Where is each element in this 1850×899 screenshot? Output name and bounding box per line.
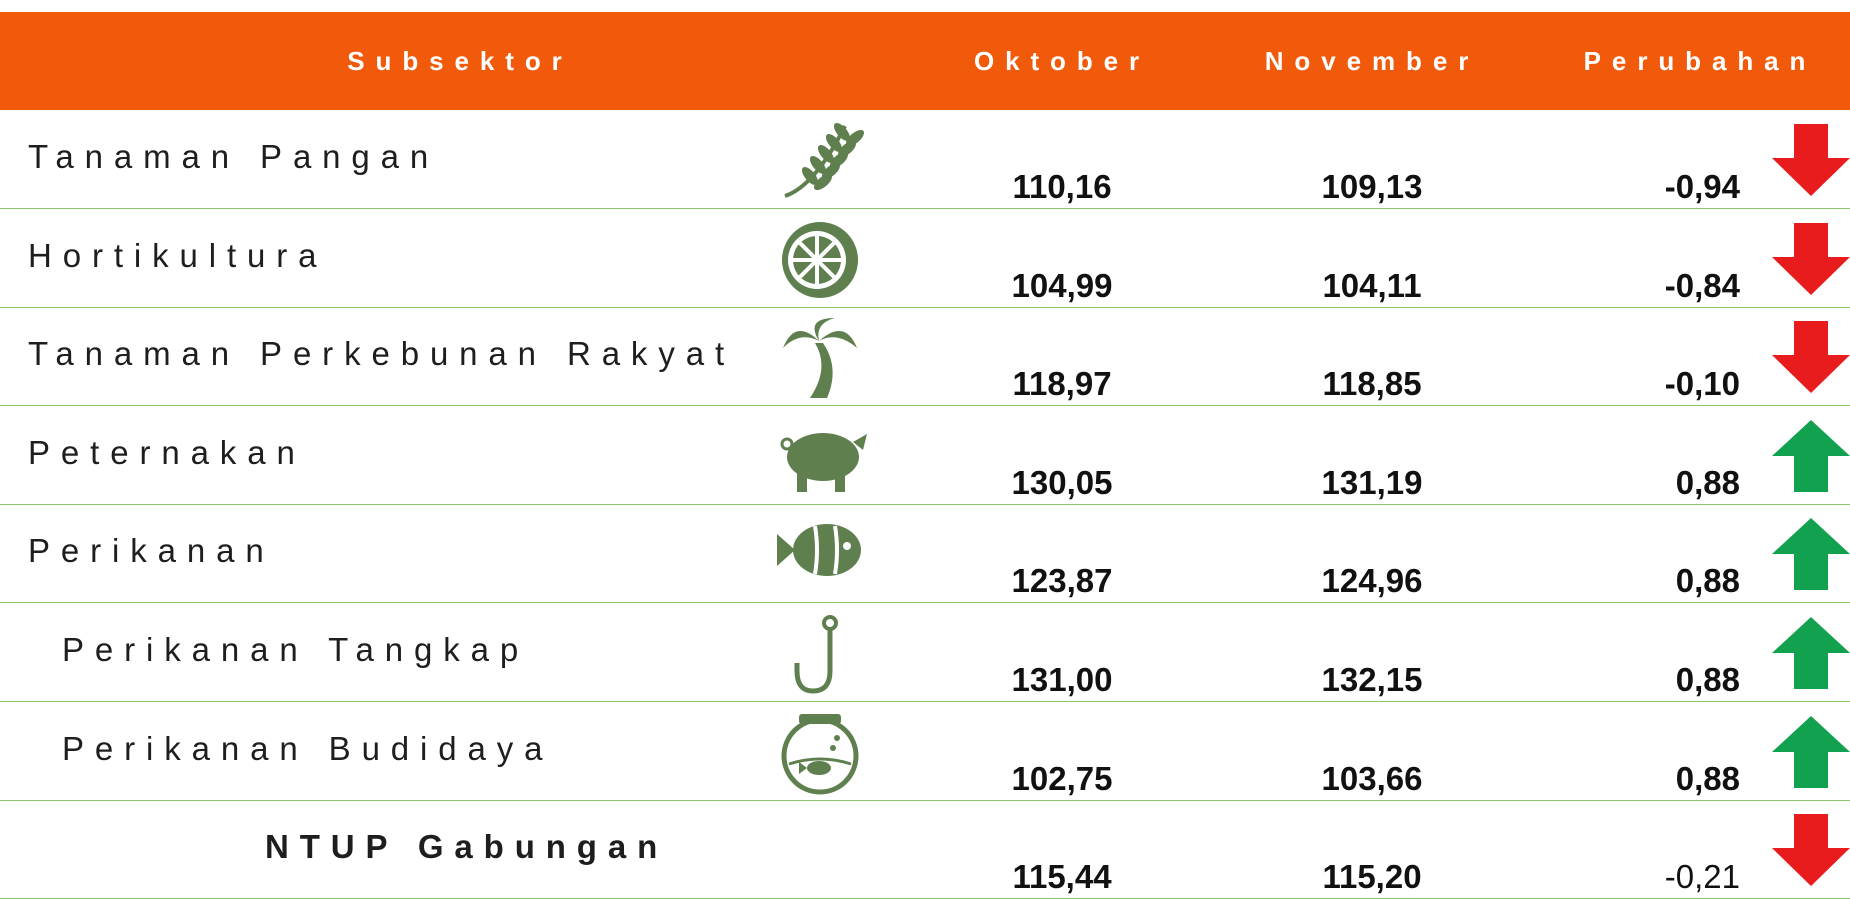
- arrow-down: [1772, 222, 1850, 300]
- subsector-name: Tanaman Perkebunan Rakyat: [28, 335, 736, 373]
- november-value: 132,15: [1321, 661, 1423, 698]
- oktober-value: 123,87: [1011, 562, 1113, 600]
- header-cell: Subsektor: [347, 46, 573, 76]
- change-value: 0,88: [1675, 463, 1740, 501]
- subsector-name: Perikanan: [28, 532, 275, 570]
- arrow-up: [1772, 419, 1850, 497]
- change-value: 0,88: [1675, 562, 1740, 600]
- change-value: 0,88: [1675, 759, 1740, 797]
- subsector-icon: [775, 609, 867, 704]
- table-row: NTUP Gabungan 115,44 115,20 -0,21: [0, 800, 1850, 899]
- table-row: Perikanan Tangkap 131,00 132,15 0,88: [0, 603, 1850, 702]
- subsector-icon: [775, 313, 867, 408]
- table-row: Tanaman Perkebunan Rakyat 118,97 118,85 -0,…: [0, 307, 1850, 408]
- subsector-name: Perikanan Tangkap: [62, 631, 530, 668]
- arrow-down: [1772, 814, 1850, 891]
- november-value: 131,19: [1321, 463, 1423, 501]
- header-cell: Oktober: [973, 46, 1151, 76]
- subsector-icon: [775, 510, 867, 605]
- oktober-value: 131,00: [1011, 661, 1113, 698]
- subsector-name: Perikanan Budidaya: [62, 729, 554, 767]
- header-cell: Perubahan: [1583, 46, 1817, 76]
- arrow-down: [1772, 321, 1850, 398]
- oktober-value: 110,16: [1012, 168, 1112, 205]
- subsector-name: Hortikultura: [28, 236, 328, 274]
- november-value: 103,66: [1321, 759, 1423, 797]
- subsector-name: Peternakan: [28, 433, 306, 471]
- arrow-up: [1772, 518, 1850, 595]
- subsector-name: Tanaman Pangan: [28, 138, 440, 175]
- change-value: -0,10: [1664, 365, 1740, 403]
- oktober-value: 118,97: [1012, 365, 1112, 403]
- header-band: [0, 12, 1850, 110]
- table-row: Peternakan 130,05 131,19 0,88: [0, 406, 1850, 505]
- change-value: -0,94: [1664, 168, 1740, 205]
- november-value: 115,20: [1322, 858, 1422, 896]
- table-row: Tanaman Pangan 110,16 109,13 -0,94: [0, 110, 1850, 209]
- subsector-icon: [775, 708, 867, 803]
- header-cell: November: [1264, 46, 1480, 76]
- subsector-icon: [775, 215, 867, 310]
- november-value: 109,13: [1321, 168, 1423, 205]
- oktober-value: 130,05: [1011, 463, 1113, 501]
- november-value: 124,96: [1321, 562, 1423, 600]
- arrow-up: [1772, 617, 1850, 694]
- subsector-name: NTUP Gabungan: [265, 828, 669, 866]
- change-value: -0,21: [1664, 858, 1740, 896]
- oktober-value: 102,75: [1011, 759, 1113, 797]
- arrow-down: [1772, 124, 1850, 201]
- november-value: 118,85: [1322, 365, 1422, 403]
- oktober-value: 115,44: [1012, 858, 1112, 896]
- oktober-value: 104,99: [1011, 266, 1113, 304]
- subsector-icon: [775, 412, 867, 507]
- table-row: Perikanan Budidaya 102,75 103,66 0,88: [0, 702, 1850, 801]
- arrow-up: [1772, 715, 1850, 793]
- change-value: 0,88: [1675, 661, 1740, 698]
- change-value: -0,84: [1664, 266, 1740, 304]
- subsector-icon: [775, 116, 867, 211]
- table-row: Hortikultura 104,99 104,11 -0,84: [0, 209, 1850, 308]
- november-value: 104,11: [1322, 266, 1422, 304]
- table-row: Perikanan 123,87 124,96 0,88: [0, 504, 1850, 605]
